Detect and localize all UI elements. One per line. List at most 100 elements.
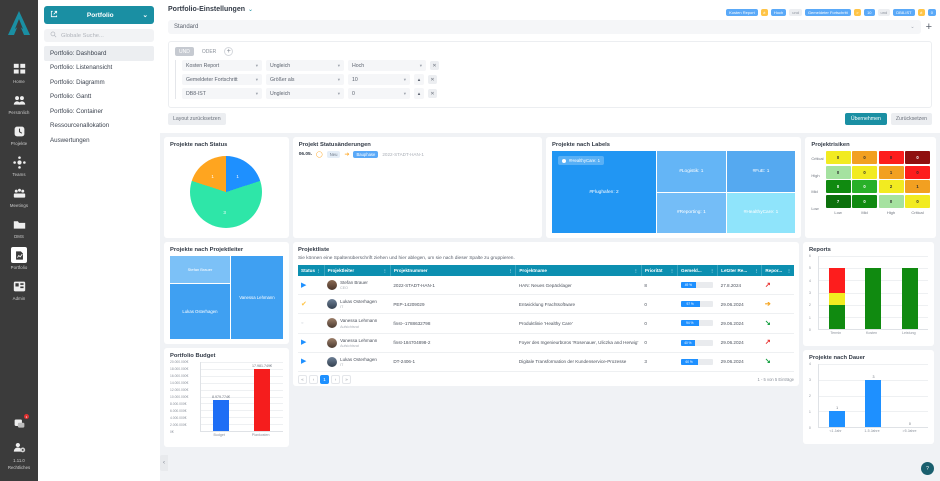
column-header-report[interactable]: Repor... ⋮ — [761, 265, 794, 276]
reports-bar-chart[interactable]: 0 1 2 3 4 5 6 — [809, 254, 928, 341]
rail-item-home[interactable]: Home — [0, 56, 38, 87]
group-by-hint[interactable]: Sie können eine Spaltenüberschrift ziehe… — [298, 256, 515, 261]
condition-operator-select[interactable]: Ungleich ▾ — [266, 88, 344, 99]
rail-item-projekte[interactable]: Projekte — [0, 118, 38, 149]
treemap-cell-healthycare[interactable]: #HealthyCare: 1 — [726, 192, 796, 233]
preset-select[interactable]: Standard ⌄ — [168, 20, 921, 34]
bar-budget[interactable] — [213, 400, 229, 431]
heatmap-cell[interactable]: 1 — [905, 180, 930, 193]
sidebar-item-portfolio-dashboard[interactable]: Portfolio: Dashboard — [44, 46, 154, 61]
status-change-row[interactable]: 06.05. ◯ Neu ➔ Bauphase 2022-STADT-HAN-1 — [299, 151, 536, 158]
sidebar-item-portfolio-gantt[interactable]: Portfolio: Gantt — [44, 90, 154, 105]
sidebar-item-portfolio-diagramm[interactable]: Portfolio: Diagramm — [44, 75, 154, 90]
heatmap-cell[interactable]: 0 — [825, 180, 851, 193]
budget-bar-chart[interactable]: 0€ 2.000.000€ 4.000.000€ 6.000.000€ 8.00… — [170, 360, 283, 442]
remove-condition-button[interactable]: ✕ — [428, 75, 437, 84]
column-menu-icon[interactable]: ⋮ — [382, 268, 387, 273]
treemap-cell-logistik[interactable]: #Logistik: 1 — [657, 151, 726, 192]
heatmap-cell[interactable]: 1 — [878, 165, 904, 179]
rail-item-meetings[interactable]: Meetings — [0, 180, 38, 211]
rail-item-portfolio[interactable]: Portfolio — [0, 242, 38, 273]
condition-operator-select[interactable]: Ungleich ▾ — [266, 60, 344, 71]
pagination-page-1[interactable]: 1 — [320, 374, 329, 384]
condition-operator-select[interactable]: Größer als ▾ — [266, 74, 344, 85]
bar-leistung[interactable] — [901, 268, 918, 329]
heatmap-cell[interactable]: 0 — [905, 194, 930, 208]
heatmap-cell[interactable]: 0 — [878, 151, 904, 164]
column-header-projektleiter[interactable]: Projektleiter ⋮ — [324, 265, 391, 276]
remove-condition-button[interactable]: ✕ — [428, 89, 437, 98]
cell-status[interactable]: ▶ — [298, 276, 325, 296]
column-menu-icon[interactable]: ⋮ — [316, 268, 321, 273]
condition-spinner[interactable]: ▴ — [414, 74, 424, 85]
heatmap-cell[interactable]: 0 — [825, 151, 851, 164]
bar-column-unter-1-jahr[interactable]: 1 — [829, 364, 846, 427]
rail-item-admin[interactable]: Admin — [0, 273, 38, 304]
remove-condition-button[interactable]: ✕ — [430, 61, 439, 70]
filter-chip-value[interactable]: Hoch — [770, 9, 787, 16]
heatmap-cell[interactable]: 2 — [878, 180, 904, 193]
help-fab-button[interactable]: ? — [921, 462, 934, 475]
logic-and-button[interactable]: UND — [175, 47, 194, 56]
condition-spinner[interactable]: ▴ — [414, 88, 424, 99]
column-menu-icon[interactable]: ⋮ — [787, 268, 791, 273]
sidebar-item-auswertungen[interactable]: Auswertungen — [44, 133, 154, 148]
portfolio-dropdown-button[interactable]: Portfolio ⌄ — [44, 6, 154, 24]
rail-item-teams[interactable]: Teams — [0, 149, 38, 180]
treemap-cell-fue[interactable]: #FuE: 1 — [726, 151, 796, 192]
status-pie-chart[interactable]: 1 3 1 — [170, 151, 283, 233]
filter-chip-value[interactable]: 10 — [864, 9, 875, 16]
apply-button[interactable]: Übernehmen — [844, 113, 887, 125]
condition-field-select[interactable]: DB8-IST ▾ — [182, 88, 262, 99]
add-condition-button[interactable]: + — [224, 47, 234, 56]
table-row[interactable]: ✔ Lukas Osterhagen IT PEP-14209029 Entwic… — [298, 294, 794, 315]
column-menu-icon[interactable]: ⋮ — [754, 268, 759, 273]
collapse-sidebar-handle[interactable]: ‹ — [160, 455, 168, 471]
column-header-status[interactable]: Status ⋮ — [298, 265, 325, 276]
column-menu-icon[interactable]: ⋮ — [670, 268, 674, 273]
sidebar-item-portfolio-container[interactable]: Portfolio: Container — [44, 104, 154, 119]
column-header-letzter-report[interactable]: Letzter Re... ⋮ — [717, 265, 763, 276]
leader-treemap[interactable]: Stefan Brauer Lukas Osterhagen Vanessa L… — [170, 256, 283, 339]
filter-chip-value[interactable]: 0 — [927, 9, 936, 16]
add-preset-button[interactable]: + — [925, 21, 932, 33]
heatmap-cell[interactable]: 0 — [878, 194, 904, 208]
filter-chip[interactable]: DB8-IST — [893, 9, 915, 16]
filter-chip[interactable]: Kosten Report — [726, 9, 758, 16]
heatmap-cell[interactable]: 0 — [852, 165, 878, 179]
settings-header[interactable]: Portfolio-Einstellungen ⌄ — [168, 6, 932, 13]
reset-button[interactable]: Zurücksetzen — [890, 113, 932, 125]
bar-column-plankosten[interactable]: 17.981.749€ — [252, 362, 272, 431]
cell-status[interactable]: ✔ — [298, 294, 325, 315]
pagination-prev[interactable]: ‹ — [309, 374, 318, 384]
pagination-first[interactable]: « — [298, 374, 307, 384]
bar-column-kosten[interactable] — [865, 256, 882, 329]
condition-field-select[interactable]: Gemeldeter Fortschritt ▾ — [182, 74, 262, 85]
bar-column-termin[interactable] — [829, 256, 846, 329]
heatmap-cell[interactable]: 0 — [905, 165, 930, 179]
table-row[interactable]: ▶ Lukas Osterhagen IT DT-2406-1 Digitale … — [298, 352, 794, 372]
filter-chip[interactable]: Gemeldeter Fortschritt — [804, 9, 851, 16]
risk-heatmap[interactable]: Critical High Mid Low 0 0 0 0 0 — [811, 151, 930, 215]
heatmap-cell[interactable]: 0 — [852, 180, 878, 193]
logic-or-button[interactable]: ODER — [201, 48, 217, 55]
sidebar-item-portfolio-listenansicht[interactable]: Portfolio: Listenansicht — [44, 61, 154, 76]
heatmap-cell[interactable]: 0 — [905, 151, 930, 164]
pagination-next[interactable]: › — [331, 374, 340, 384]
sidebar-item-ressourcenallokation[interactable]: Ressourcenallokation — [44, 119, 154, 134]
column-menu-icon[interactable]: ⋮ — [508, 268, 513, 273]
table-row[interactable]: ▶ Stefan Brauer CEO 2022-STADT-HAN-1 HAN:… — [298, 276, 794, 296]
cell-status[interactable]: ◦ — [298, 313, 325, 334]
treemap-cell-stefan-brauer[interactable]: Stefan Brauer — [170, 256, 230, 284]
bar-kosten[interactable] — [865, 268, 882, 329]
condition-field-select[interactable]: Kosten Report ▾ — [182, 60, 262, 71]
column-menu-icon[interactable]: ⋮ — [710, 268, 715, 273]
pagination-last[interactable]: » — [342, 374, 351, 384]
bar-column-leistung[interactable] — [901, 256, 918, 329]
table-row[interactable]: ◦ Vanessa Lehmann Aufsichtsrat finst--178… — [298, 313, 794, 334]
rail-item-persoenlich[interactable]: Persönlich — [0, 87, 38, 118]
condition-value-input[interactable]: 10 ▾ — [348, 74, 410, 85]
table-row[interactable]: ▶ Vanessa Lehmann Aufsichtsrat finst-1847… — [298, 333, 794, 353]
legal-link[interactable]: Rechtliches — [7, 464, 31, 470]
column-menu-icon[interactable]: ⋮ — [633, 268, 638, 273]
